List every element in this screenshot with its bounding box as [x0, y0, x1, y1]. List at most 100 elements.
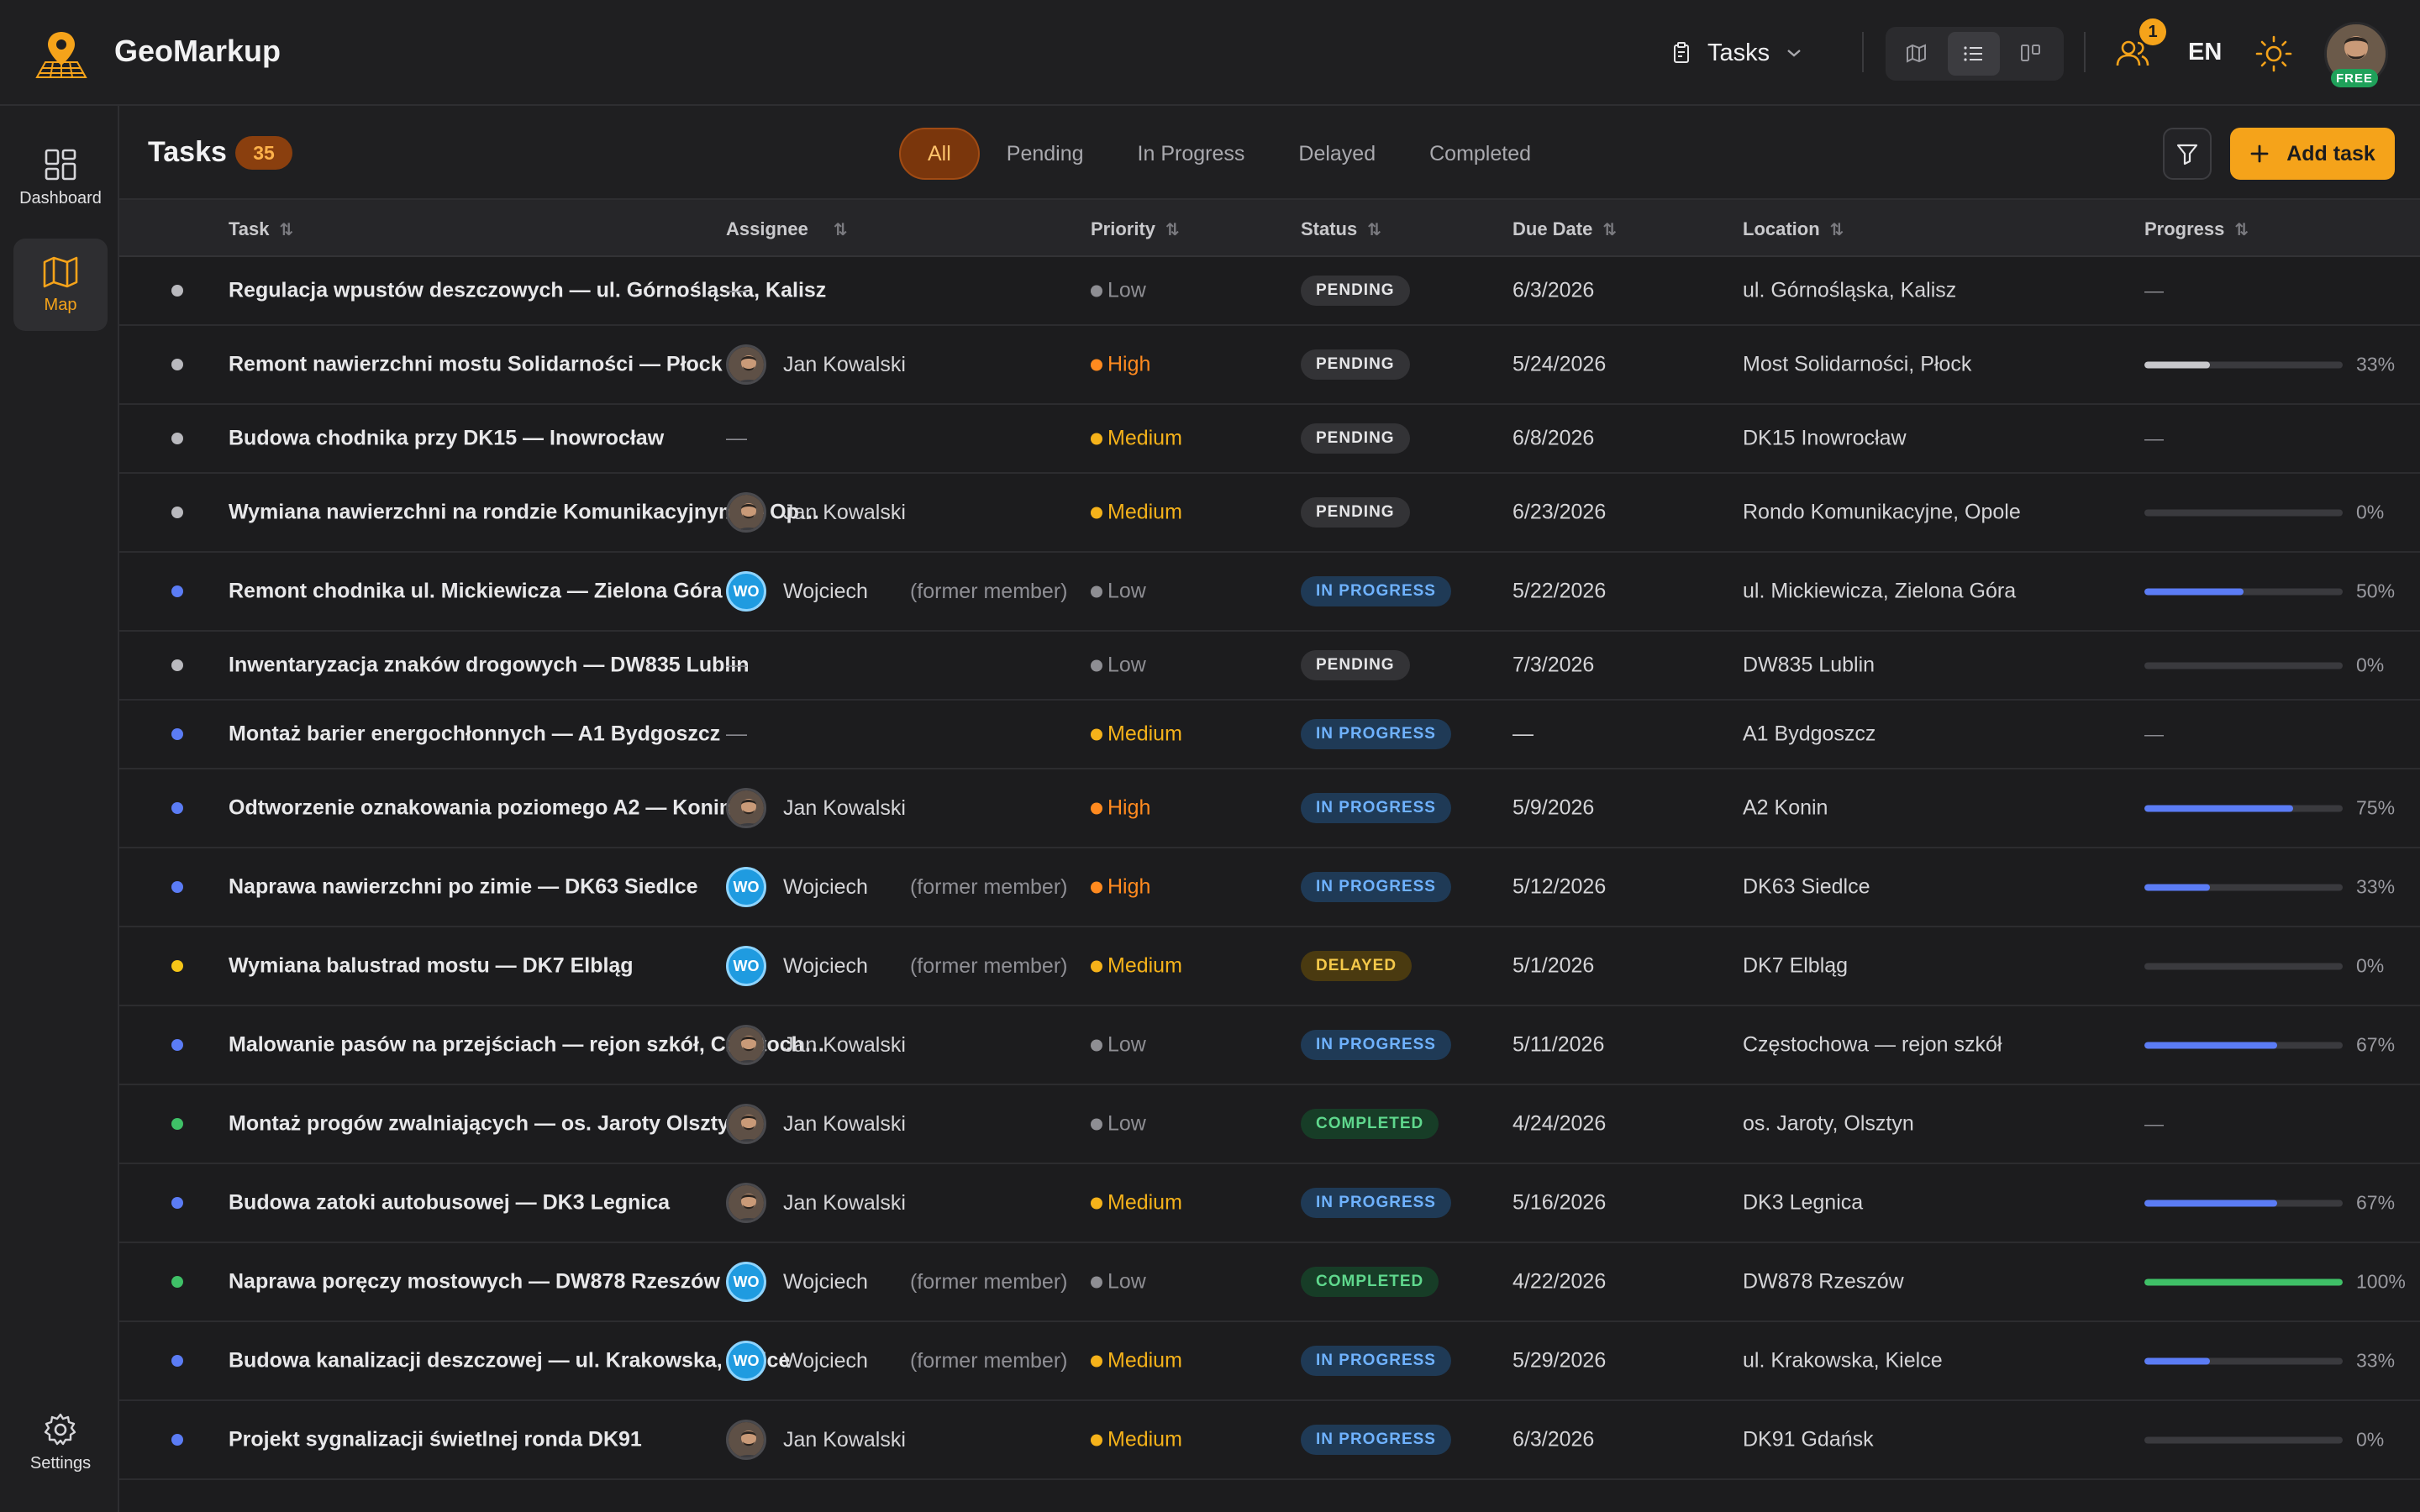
avatar-initials: WO	[726, 571, 766, 612]
table-row[interactable]: Montaż progów zwalniających — os. Jaroty…	[119, 1085, 2420, 1164]
table-row[interactable]: Naprawa poręczy mostowych — DW878 Rzeszó…	[119, 1243, 2420, 1322]
assignee-cell[interactable]: Jan Kowalski	[726, 492, 906, 533]
sort-icon: ⇅	[833, 220, 848, 239]
table-row[interactable]: Budowa chodnika przy DK15 — Inowrocław — M…	[119, 405, 2420, 474]
assignee-cell[interactable]: WO Wojciech (former member)	[726, 1262, 1067, 1302]
sidebar-item-map[interactable]: Map	[13, 239, 108, 331]
table-row[interactable]: Remont nawierzchni mostu Solidarności — …	[119, 326, 2420, 405]
column-header-task[interactable]: Task ⇅	[229, 218, 293, 240]
geomarkup-logo-icon[interactable]	[29, 29, 94, 81]
column-header-status[interactable]: Status ⇅	[1301, 218, 1381, 240]
avatar-photo	[726, 1104, 766, 1144]
column-header-assignee[interactable]: Assignee ⇅	[726, 218, 848, 240]
progress-cell: 0%	[2144, 501, 2384, 524]
table-row[interactable]: Remont chodnika ul. Mickiewicza — Zielon…	[119, 553, 2420, 632]
assignee-cell[interactable]: Jan Kowalski	[726, 788, 906, 828]
chevron-down-icon	[1787, 50, 1801, 57]
table-row[interactable]: Odtworzenie oznakowania poziomego A2 — K…	[119, 769, 2420, 848]
priority-dot	[1091, 728, 1102, 740]
add-task-button[interactable]: Add task	[2230, 128, 2395, 180]
sun-icon[interactable]	[2254, 34, 2294, 74]
tasks-table: Task ⇅ Assignee ⇅ Priority ⇅ Status ⇅ Due Da…	[119, 200, 2420, 1480]
section-dropdown[interactable]: Tasks	[1672, 32, 1803, 74]
sidebar-item-dashboard[interactable]: Dashboard	[13, 131, 108, 223]
status-badge: COMPLETED	[1301, 1109, 1439, 1139]
priority-label: Medium	[1107, 722, 1182, 746]
progress-cell: 0%	[2144, 654, 2384, 677]
assignee-cell[interactable]: Jan Kowalski	[726, 1420, 906, 1460]
column-header-progress[interactable]: Progress ⇅	[2144, 218, 2249, 240]
column-label: Task	[229, 218, 270, 239]
assignee-cell[interactable]: —	[726, 654, 747, 678]
filter-tab-pending[interactable]: Pending	[1006, 141, 1084, 165]
priority-label: Low	[1107, 1032, 1146, 1057]
list-view-button[interactable]	[1948, 32, 2000, 76]
map-view-button[interactable]	[1891, 32, 1943, 76]
progress-bar	[2144, 805, 2343, 811]
status-dot	[171, 285, 183, 297]
filter-tab-completed[interactable]: Completed	[1429, 141, 1532, 165]
filter-tab-in-progress[interactable]: In Progress	[1137, 141, 1245, 165]
table-row[interactable]: Wymiana nawierzchni na rondzie Komunikac…	[119, 474, 2420, 553]
progress-label: 33%	[2356, 353, 2396, 375]
board-view-button[interactable]	[2005, 32, 2057, 76]
assignee-cell[interactable]: —	[726, 427, 747, 451]
assignee-cell[interactable]: Jan Kowalski	[726, 344, 906, 385]
team-icon[interactable]	[2114, 35, 2151, 72]
table-row[interactable]: Naprawa nawierzchni po zimie — DK63 Sied…	[119, 848, 2420, 927]
priority-dot	[1091, 285, 1102, 297]
assignee-name: Wojciech	[783, 1348, 868, 1373]
priority-indicator: Low	[1091, 279, 1146, 303]
assignee-cell[interactable]: WO Wojciech (former member)	[726, 946, 1067, 986]
assignee-cell[interactable]: Jan Kowalski	[726, 1025, 906, 1065]
priority-dot	[1091, 659, 1102, 671]
task-count-badge: 35	[235, 136, 292, 170]
progress-label: 67%	[2356, 1033, 2396, 1056]
status-badge: IN PROGRESS	[1301, 793, 1451, 823]
empty-placeholder: —	[2144, 722, 2164, 745]
assignee-cell[interactable]: WO Wojciech (former member)	[726, 1341, 1067, 1381]
table-row[interactable]: Inwentaryzacja znaków drogowych — DW835 …	[119, 632, 2420, 701]
sidebar-item-settings[interactable]: Settings	[13, 1396, 108, 1488]
filter-button[interactable]	[2163, 128, 2212, 180]
assignee-cell[interactable]: Jan Kowalski	[726, 1104, 906, 1144]
table-row[interactable]: Malowanie pasów na przejściach — rejon s…	[119, 1006, 2420, 1085]
due-date: 5/12/2026	[1512, 874, 1607, 899]
assignee-name: Wojciech	[783, 953, 868, 978]
assignee-cell[interactable]: —	[726, 722, 747, 747]
empty-placeholder: —	[726, 722, 747, 746]
column-header-priority[interactable]: Priority ⇅	[1091, 218, 1180, 240]
avatar-initials: WO	[726, 867, 766, 907]
due-date: 5/16/2026	[1512, 1190, 1607, 1215]
status-badge: IN PROGRESS	[1301, 1188, 1451, 1218]
language-switcher[interactable]: EN	[2188, 39, 2223, 66]
progress-cell: 67%	[2144, 1192, 2395, 1215]
table-row[interactable]: Projekt sygnalizacji świetlnej ronda DK9…	[119, 1401, 2420, 1480]
page-title: Tasks	[148, 136, 227, 168]
table-header: Task ⇅ Assignee ⇅ Priority ⇅ Status ⇅ Due Da…	[119, 200, 2420, 257]
table-row[interactable]: Wymiana balustrad mostu — DK7 Elbląg WO Wo…	[119, 927, 2420, 1006]
progress-cell: —	[2144, 428, 2164, 450]
table-row[interactable]: Montaż barier energochłonnych — A1 Bydgo…	[119, 701, 2420, 769]
status-badge: PENDING	[1301, 349, 1410, 380]
sidebar-item-label: Map	[44, 295, 77, 314]
table-row[interactable]: Budowa zatoki autobusowej — DK3 Legnica J…	[119, 1164, 2420, 1243]
avatar-initials: WO	[726, 946, 766, 986]
priority-label: Low	[1107, 1111, 1146, 1136]
column-header-due-date[interactable]: Due Date ⇅	[1512, 218, 1617, 240]
assignee-cell[interactable]: Jan Kowalski	[726, 1183, 906, 1223]
priority-indicator: Medium	[1091, 1191, 1182, 1215]
column-label: Priority	[1091, 218, 1156, 239]
assignee-cell[interactable]: WO Wojciech (former member)	[726, 571, 1067, 612]
filter-tab-all[interactable]: All	[899, 128, 980, 180]
filter-tab-delayed[interactable]: Delayed	[1298, 141, 1376, 165]
assignee-name: Wojciech	[783, 1269, 868, 1294]
assignee-name: Jan Kowalski	[783, 1427, 906, 1452]
avatar-photo	[726, 1025, 766, 1065]
assignee-cell[interactable]: WO Wojciech (former member)	[726, 867, 1067, 907]
assignee-cell[interactable]: —	[726, 279, 747, 303]
table-row[interactable]: Budowa kanalizacji deszczowej — ul. Krak…	[119, 1322, 2420, 1401]
priority-indicator: Medium	[1091, 1349, 1182, 1373]
table-row[interactable]: Regulacja wpustów deszczowych — ul. Górn…	[119, 257, 2420, 326]
column-header-location[interactable]: Location ⇅	[1743, 218, 1844, 240]
